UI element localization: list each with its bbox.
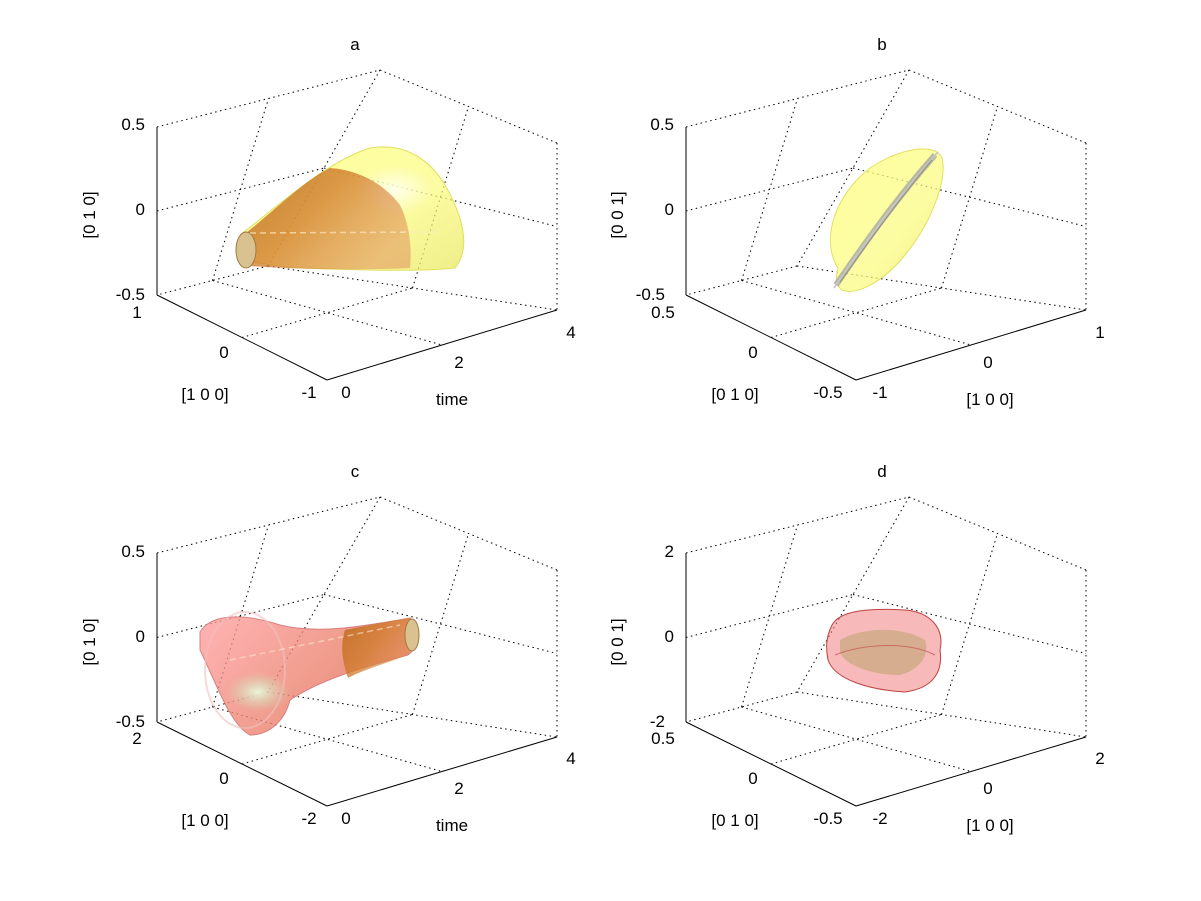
- y-tick-label: 1: [132, 303, 141, 322]
- y-tick-label: 2: [132, 729, 141, 748]
- z-tick-label: 0: [665, 200, 674, 219]
- grid-line: [770, 287, 942, 338]
- grid-line: [241, 287, 413, 338]
- y-axis-line: [685, 721, 857, 807]
- panel-title: c: [351, 462, 360, 481]
- x-axis-label: time: [436, 390, 468, 409]
- z-tick-label: -0.5: [116, 712, 145, 731]
- z-tick-label: -0.5: [116, 285, 145, 304]
- grid-line: [212, 98, 269, 281]
- grid-line: [741, 98, 798, 281]
- x-tick-label: -1: [872, 383, 887, 402]
- y-axis-line: [685, 294, 857, 381]
- x-tick-label: 1: [1095, 323, 1104, 342]
- y-tick-label: 0: [748, 343, 757, 362]
- panel-d: d-202-0.500.5-202[1 0 0][0 1 0][0 0 1]: [608, 462, 1105, 835]
- y-tick-label: -0.5: [813, 809, 842, 828]
- z-tick-label: 0: [136, 627, 145, 646]
- box-edge: [379, 69, 558, 144]
- surface-d: [826, 608, 942, 693]
- box-edge: [908, 69, 1087, 144]
- y-tick-label: 0.5: [651, 303, 675, 322]
- z-tick-label: 2: [665, 542, 674, 561]
- x-tick-label: 2: [1095, 749, 1104, 768]
- y-axis-label: [0 1 0]: [711, 385, 758, 404]
- box-edge: [685, 265, 798, 296]
- z-axis-label: [0 0 1]: [608, 191, 627, 238]
- y-tick-label: -2: [301, 809, 316, 828]
- z-axis-label: [0 1 0]: [80, 191, 99, 238]
- z-tick-label: 0: [136, 200, 145, 219]
- z-tick-label: -2: [650, 712, 665, 731]
- grid-line: [212, 524, 269, 708]
- x-tick-label: 4: [566, 749, 575, 768]
- x-tick-label: 4: [566, 323, 575, 342]
- grid-line: [212, 280, 443, 346]
- y-tick-label: -0.5: [813, 383, 842, 402]
- x-axis-label: [1 0 0]: [966, 816, 1013, 835]
- z-axis-label: [0 0 1]: [608, 618, 627, 665]
- box-edge: [156, 265, 269, 296]
- x-tick-label: 0: [341, 809, 350, 828]
- grid-line: [852, 594, 1087, 654]
- x-axis-line: [326, 736, 558, 807]
- z-tick-label: 0.5: [121, 542, 145, 561]
- grid-line: [770, 714, 942, 765]
- y-axis-line: [156, 294, 328, 381]
- y-tick-label: 0: [748, 769, 757, 788]
- z-tick-label: 0: [665, 627, 674, 646]
- y-axis-line: [156, 721, 328, 807]
- box-edge: [908, 496, 1087, 571]
- x-axis-line: [855, 736, 1087, 807]
- z-tick-label: -0.5: [636, 285, 665, 304]
- x-axis-line: [326, 309, 558, 381]
- grid-line: [741, 524, 798, 708]
- surface-b: [829, 148, 944, 292]
- y-axis-label: [1 0 0]: [181, 811, 228, 830]
- box-edge: [156, 691, 269, 723]
- x-axis-line: [855, 309, 1087, 381]
- y-tick-label: 0.5: [651, 729, 675, 748]
- panel-a: a 0 2 4 -1 0 1-0.5 0 0.5 time [1 0 0] [0 1 0]: [80, 35, 576, 409]
- y-axis-label: [0 1 0]: [711, 811, 758, 830]
- panel-title: a: [350, 35, 360, 54]
- x-tick-label: 2: [454, 353, 463, 372]
- box-edge: [379, 496, 558, 571]
- panel-title: d: [877, 462, 886, 481]
- y-tick-label: 0: [219, 769, 228, 788]
- x-tick-label: 0: [983, 779, 992, 798]
- grid-line: [323, 594, 558, 654]
- panel-b: b-101-0.500.5-0.500.5[1 0 0][0 1 0][0 0 …: [608, 35, 1105, 409]
- x-axis-label: [1 0 0]: [966, 390, 1013, 409]
- z-tick-label: 0.5: [650, 115, 674, 134]
- y-axis-label: [1 0 0]: [181, 385, 228, 404]
- y-tick-label: 0: [219, 343, 228, 362]
- panel-title: b: [877, 35, 886, 54]
- box-edge: [685, 691, 798, 723]
- surface-a: [235, 146, 465, 271]
- x-tick-label: 0: [341, 383, 350, 402]
- z-tick-label: 0.5: [121, 115, 145, 134]
- surface-c: [199, 611, 420, 736]
- y-tick-label: -1: [301, 383, 316, 402]
- z-axis-label: [0 1 0]: [80, 618, 99, 665]
- x-axis-label: time: [436, 816, 468, 835]
- x-tick-label: 2: [454, 779, 463, 798]
- grid-line: [741, 706, 972, 772]
- x-tick-label: -2: [872, 809, 887, 828]
- x-tick-label: 0: [983, 353, 992, 372]
